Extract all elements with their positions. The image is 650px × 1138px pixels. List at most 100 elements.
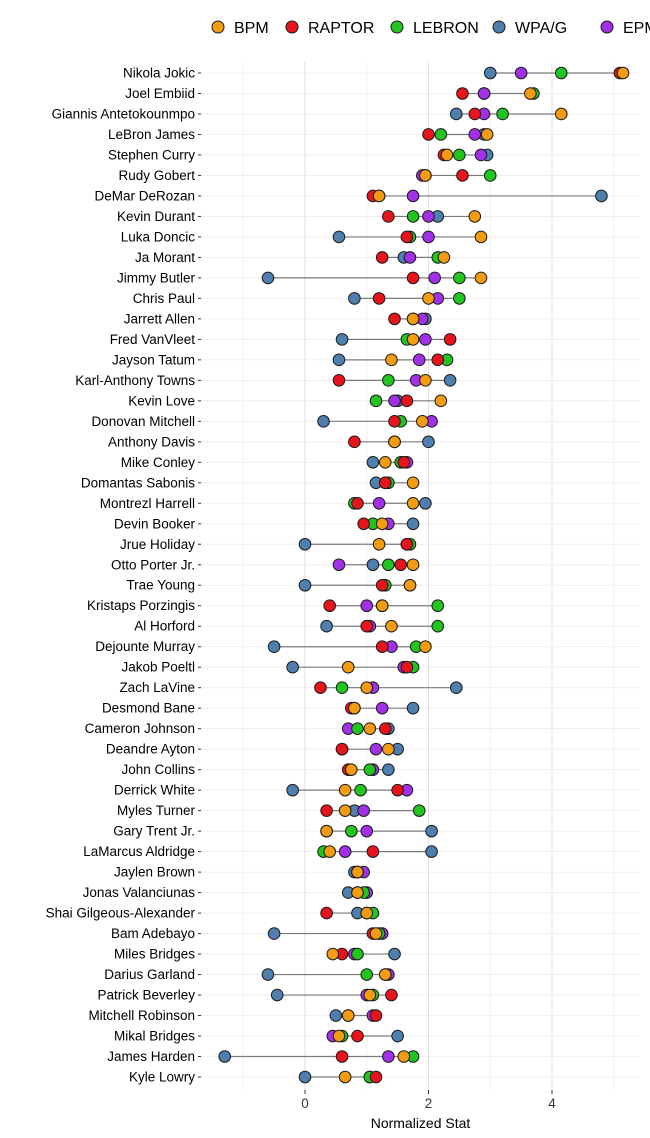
data-point (375, 251, 389, 264)
data-point (382, 210, 395, 223)
data-point (440, 148, 454, 162)
data-point (400, 537, 414, 551)
data-point (406, 476, 420, 490)
data-point (320, 906, 333, 920)
data-point (348, 292, 361, 305)
player-label: Jayson Tatum (112, 352, 195, 367)
data-point (474, 230, 488, 244)
data-point (391, 783, 404, 797)
player-label: Mitchell Robinson (88, 1008, 195, 1023)
player-label: Jonas Valanciunas (83, 885, 196, 900)
data-point (382, 742, 395, 756)
data-point (286, 660, 299, 674)
data-point (345, 763, 358, 776)
data-point (338, 783, 352, 797)
data-point (372, 189, 386, 203)
data-point (335, 333, 349, 346)
data-point (335, 681, 349, 694)
legend-item: WPA/G (492, 20, 567, 37)
data-point (554, 107, 568, 121)
data-point (443, 374, 457, 387)
player-label: Luka Doncic (121, 229, 196, 244)
data-point (335, 742, 349, 756)
player-label: Patrick Beverley (97, 988, 195, 1003)
legend-item: BPM (211, 20, 269, 37)
data-point (369, 1070, 383, 1084)
data-points (218, 66, 630, 1084)
data-point (218, 1050, 232, 1063)
data-point (456, 169, 469, 182)
data-point (391, 1029, 404, 1043)
data-point (345, 824, 358, 838)
data-point (369, 1009, 383, 1022)
data-point (298, 537, 312, 551)
data-point (397, 456, 411, 469)
data-point (394, 558, 408, 572)
legend-label: RAPTOR (308, 20, 374, 37)
data-point (496, 107, 509, 121)
data-point (267, 927, 281, 940)
data-point (406, 271, 420, 285)
player-label: Desmond Bane (102, 701, 195, 716)
player-label: Cameron Johnson (85, 721, 195, 736)
data-point (320, 619, 333, 633)
data-point (412, 353, 426, 367)
data-point (474, 271, 488, 285)
player-label: Al Horford (134, 619, 195, 634)
data-point (449, 107, 463, 121)
player-label: Mikal Bridges (114, 1029, 195, 1044)
data-point (351, 865, 364, 879)
player-label: Jakob Poeltl (121, 660, 195, 675)
player-label: Miles Bridges (114, 947, 195, 962)
player-label: Dejounte Murray (95, 639, 195, 654)
data-point (453, 148, 466, 162)
data-point (354, 783, 367, 797)
player-label: Donovan Mitchell (91, 414, 195, 429)
data-point (338, 1070, 352, 1084)
player-label: Fred VanVleet (110, 332, 196, 347)
data-point (406, 558, 420, 572)
data-point (329, 1009, 343, 1022)
legend-item: EPM (600, 20, 650, 37)
player-label: DeMar DeRozan (94, 188, 195, 203)
data-point (378, 968, 392, 981)
data-point (456, 87, 469, 100)
data-point (480, 128, 494, 141)
data-point (406, 312, 420, 326)
data-point (375, 701, 389, 715)
player-label: Chris Paul (133, 291, 195, 306)
legend-label: LEBRON (413, 20, 479, 37)
legend-marker (492, 20, 506, 34)
data-point (434, 394, 448, 408)
data-point (468, 107, 482, 121)
data-point (431, 353, 445, 367)
data-point (378, 722, 392, 735)
data-point (351, 1029, 364, 1043)
data-point (378, 476, 392, 490)
data-point (434, 128, 448, 141)
data-point (332, 353, 346, 367)
data-point (453, 292, 466, 305)
data-point (348, 435, 361, 449)
player-label: LeBron James (108, 127, 195, 142)
data-point (419, 640, 432, 654)
player-label: Otto Porter Jr. (111, 557, 195, 572)
data-point (406, 333, 420, 346)
data-point (431, 599, 445, 613)
data-point (332, 1029, 346, 1043)
data-point (369, 394, 383, 408)
data-point (363, 763, 377, 776)
player-label: Jimmy Butler (117, 270, 196, 285)
player-label: Jrue Holiday (120, 537, 195, 552)
data-point (422, 230, 435, 244)
data-point (388, 312, 401, 326)
data-point (332, 230, 346, 244)
data-point (360, 619, 374, 633)
data-point (453, 271, 466, 285)
data-point (357, 804, 370, 817)
data-point (357, 517, 370, 531)
player-label: James Harden (107, 1049, 195, 1064)
data-point (298, 1070, 312, 1084)
data-point (363, 722, 377, 735)
data-point (388, 415, 401, 428)
